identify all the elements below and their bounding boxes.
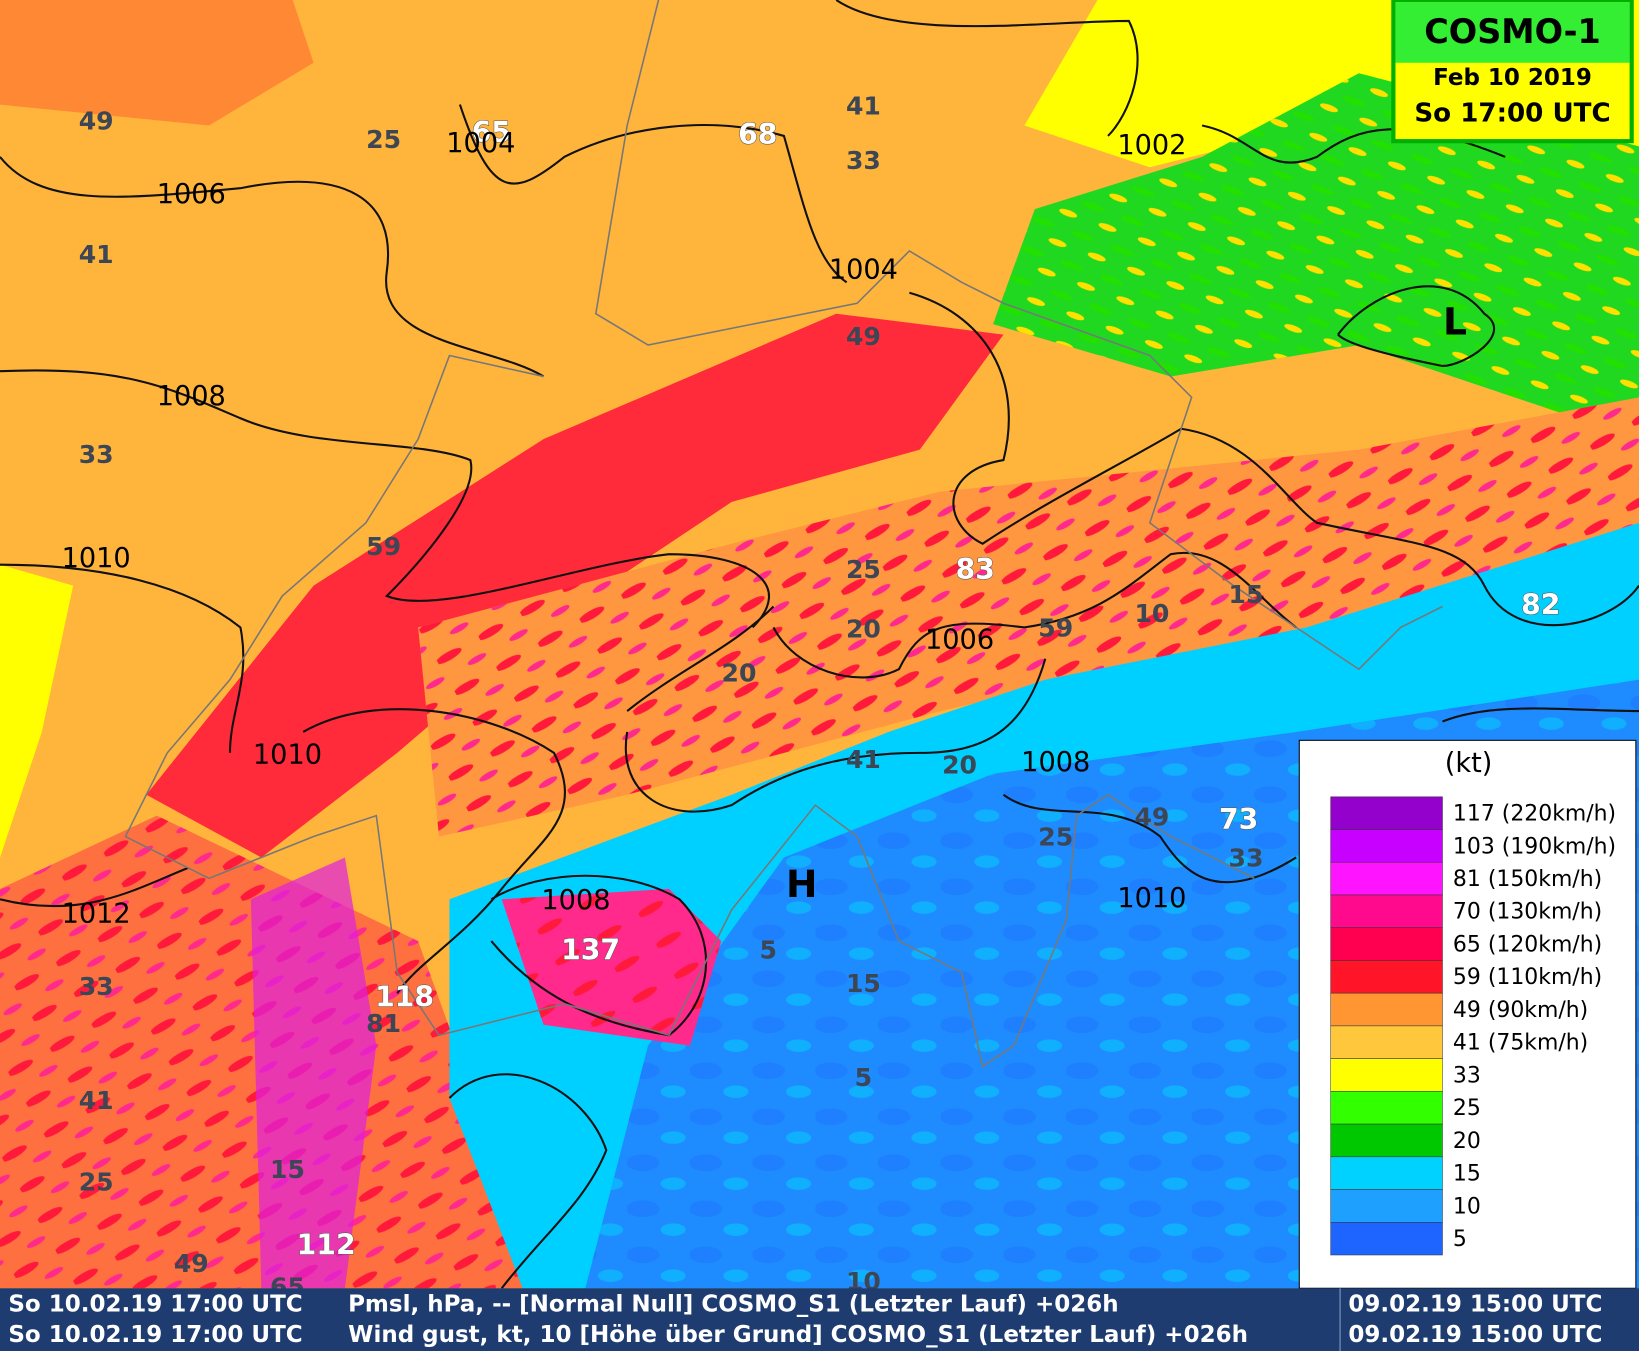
map-label: 25 bbox=[79, 1168, 114, 1197]
legend-label: 15 bbox=[1453, 1162, 1481, 1187]
map-label: 59 bbox=[1038, 613, 1073, 642]
map-label: 137 bbox=[561, 934, 620, 967]
map-label: 5 bbox=[855, 1063, 872, 1092]
map-label: 41 bbox=[846, 745, 881, 774]
map-label: H bbox=[786, 862, 817, 906]
legend-swatch bbox=[1330, 1189, 1443, 1223]
map-label: 49 bbox=[846, 322, 881, 351]
legend-swatch bbox=[1330, 927, 1443, 961]
legend-swatch bbox=[1330, 960, 1443, 994]
legend-label: 20 bbox=[1453, 1129, 1481, 1154]
map-label: 112 bbox=[297, 1228, 356, 1261]
map-label: 1008 bbox=[157, 381, 226, 412]
map-label: 49 bbox=[174, 1249, 209, 1278]
header-box: COSMO-1 Feb 10 2019 So 17:00 UTC bbox=[1391, 0, 1634, 144]
footer-text: So 10.02.19 17:00 UTC bbox=[8, 1322, 302, 1348]
legend-swatch bbox=[1330, 1025, 1443, 1059]
map-label: 81 bbox=[366, 1009, 401, 1038]
legend: (kt) 117 (220km/h) 103 (190km/h) 81 (150km… bbox=[1298, 739, 1637, 1289]
legend-label: 10 bbox=[1453, 1194, 1481, 1219]
map-label: 1008 bbox=[541, 885, 610, 916]
map-label: 33 bbox=[79, 440, 114, 469]
map-label: 1010 bbox=[253, 740, 322, 771]
map-label: 41 bbox=[79, 1086, 114, 1115]
legend-label: 103 (190km/h) bbox=[1453, 834, 1616, 859]
model-name: COSMO-1 bbox=[1424, 12, 1600, 51]
map-label: 118 bbox=[375, 981, 434, 1014]
map-label: 1002 bbox=[1117, 130, 1186, 161]
legend-label: 70 (130km/h) bbox=[1453, 900, 1602, 925]
legend-label: 81 (150km/h) bbox=[1453, 867, 1602, 892]
legend-swatch bbox=[1330, 1091, 1443, 1125]
legend-label: 49 (90km/h) bbox=[1453, 998, 1588, 1023]
footer-text: Wind gust, kt, 10 [Höhe über Grund] COSM… bbox=[348, 1322, 1248, 1348]
map-label: 15 bbox=[846, 969, 881, 998]
map-label: 25 bbox=[366, 125, 401, 154]
map-label: 1008 bbox=[1021, 747, 1090, 778]
map-label: 15 bbox=[270, 1155, 305, 1184]
map-label: 1006 bbox=[157, 179, 226, 210]
map-label: 10 bbox=[1134, 599, 1169, 628]
map-label: 1006 bbox=[925, 624, 994, 655]
map-label: 33 bbox=[1229, 844, 1264, 873]
legend-swatch bbox=[1330, 1222, 1443, 1256]
map-label: 1010 bbox=[62, 543, 131, 574]
legend-swatch bbox=[1330, 1156, 1443, 1190]
legend-label: 33 bbox=[1453, 1063, 1481, 1088]
footer-text: 09.02.19 15:00 UTC bbox=[1348, 1322, 1602, 1348]
legend-label: 41 (75km/h) bbox=[1453, 1031, 1588, 1056]
map-label: 82 bbox=[1521, 588, 1560, 621]
map-label: 68 bbox=[738, 118, 777, 151]
legend-swatch bbox=[1330, 796, 1443, 830]
map-label: 1004 bbox=[446, 128, 515, 159]
legend-swatch bbox=[1330, 829, 1443, 863]
map-label: 25 bbox=[1038, 823, 1073, 852]
forecast-time: So 17:00 UTC bbox=[1414, 98, 1610, 128]
borders bbox=[124, 0, 1443, 1068]
legend-label: 59 (110km/h) bbox=[1453, 965, 1602, 990]
map-label: 20 bbox=[722, 658, 757, 687]
legend-label: 25 bbox=[1453, 1096, 1481, 1121]
legend-swatch bbox=[1330, 894, 1443, 928]
map-label: 33 bbox=[79, 972, 114, 1001]
map-label: 5 bbox=[760, 936, 777, 965]
map-label: 20 bbox=[846, 615, 881, 644]
legend-swatch bbox=[1330, 1058, 1443, 1092]
map-label: 15 bbox=[1229, 580, 1264, 609]
map-label: 41 bbox=[79, 240, 114, 269]
legend-label: 5 bbox=[1453, 1227, 1467, 1252]
map-label: 83 bbox=[956, 553, 995, 586]
legend-swatch bbox=[1330, 1123, 1443, 1158]
footer-text: So 10.02.19 17:00 UTC bbox=[8, 1291, 302, 1317]
map-label: 1004 bbox=[829, 254, 898, 285]
map-label: 49 bbox=[1134, 803, 1169, 832]
map-label: 1012 bbox=[62, 898, 131, 929]
footer: So 10.02.19 17:00 UTC Pmsl, hPa, -- [Norm… bbox=[0, 1288, 1639, 1351]
footer-text: Pmsl, hPa, -- [Normal Null] COSMO_S1 (Le… bbox=[348, 1291, 1119, 1317]
map-label: 25 bbox=[846, 555, 881, 584]
map-label: L bbox=[1443, 300, 1467, 344]
map-label: 41 bbox=[846, 92, 881, 121]
isobars bbox=[0, 0, 1639, 1289]
legend-label: 65 (120km/h) bbox=[1453, 932, 1602, 957]
legend-label: 117 (220km/h) bbox=[1453, 802, 1616, 827]
footer-text: 09.02.19 15:00 UTC bbox=[1348, 1291, 1602, 1317]
legend-swatch bbox=[1330, 861, 1443, 896]
map-label: 49 bbox=[79, 106, 114, 135]
map-label: 65 bbox=[472, 116, 511, 149]
map-label: 20 bbox=[942, 750, 977, 779]
map-label: 73 bbox=[1219, 803, 1258, 836]
forecast-date: Feb 10 2019 bbox=[1433, 65, 1592, 91]
map-label: 1010 bbox=[1117, 883, 1186, 914]
map-label: 59 bbox=[366, 532, 401, 561]
legend-swatch bbox=[1330, 992, 1443, 1027]
map-label: 33 bbox=[846, 146, 881, 175]
legend-title: (kt) bbox=[1445, 748, 1493, 779]
